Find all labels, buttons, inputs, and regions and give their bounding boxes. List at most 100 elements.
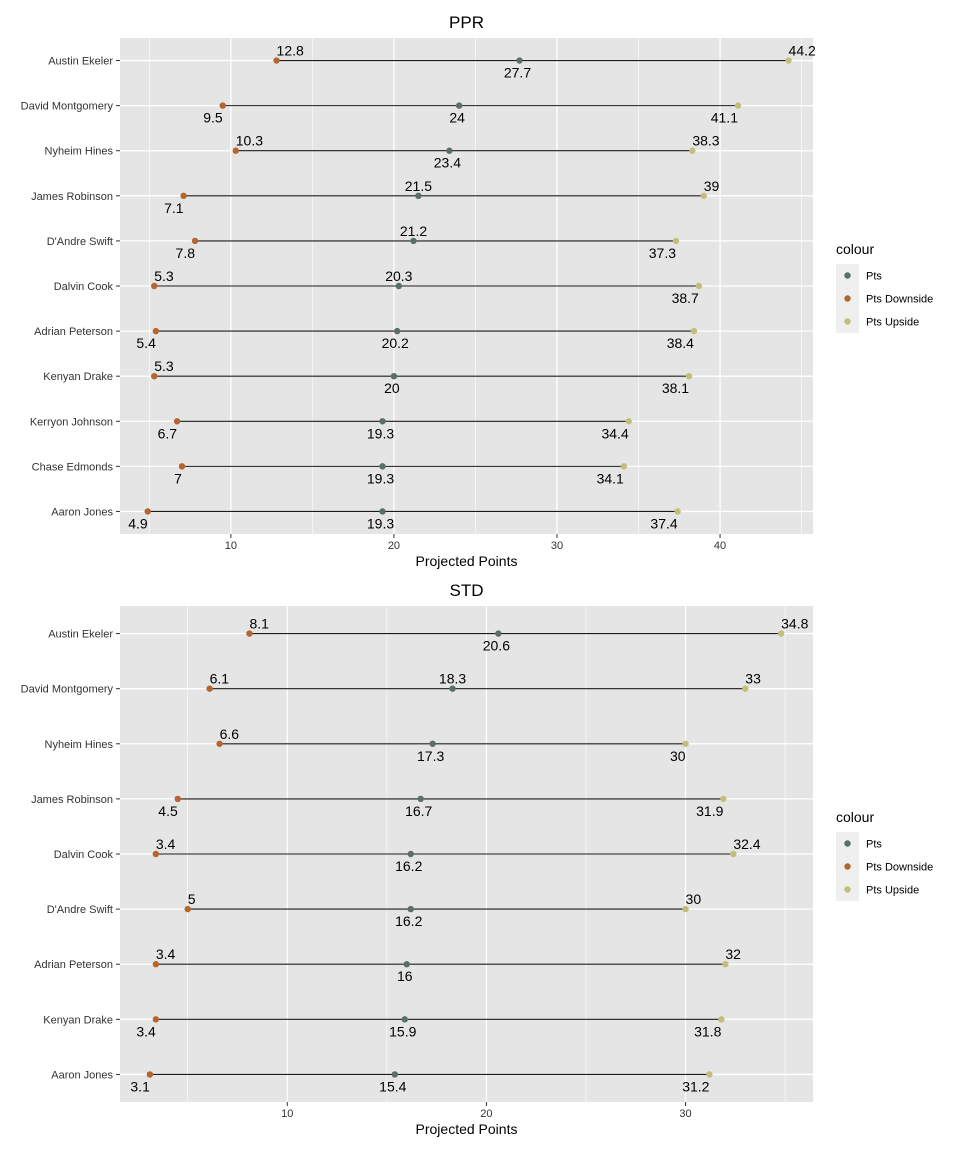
- data-label-downside: 3.4: [136, 1023, 156, 1039]
- upside-point: [734, 102, 742, 109]
- y-tick-label: Dalvin Cook: [54, 849, 114, 861]
- x-axis-label: Projected Points: [416, 1121, 518, 1137]
- data-label-pts: 20.3: [385, 268, 412, 284]
- upside-point: [700, 192, 707, 200]
- data-label-upside: 31.9: [696, 803, 723, 819]
- downside-point: [152, 1016, 160, 1023]
- pts-point: [415, 192, 422, 200]
- y-tick-label: Kenyan Drake: [43, 371, 113, 383]
- legend-label: Pts Downside: [866, 294, 933, 306]
- downside-point: [184, 905, 191, 913]
- y-tick-label: David Montgomery: [21, 101, 114, 113]
- data-label-downside: 5.4: [136, 335, 156, 351]
- x-tick-label: 10: [281, 1108, 293, 1120]
- data-label-downside: 7: [174, 470, 182, 486]
- downside-point: [146, 1071, 154, 1078]
- data-label-pts: 15.9: [389, 1023, 416, 1039]
- data-label-pts: 20.2: [382, 335, 409, 351]
- panel-title: PPR: [449, 13, 484, 32]
- y-tick-label: Adrian Peterson: [34, 959, 113, 971]
- legend-label: Pts: [866, 271, 882, 283]
- data-label-pts: 27.7: [504, 65, 531, 81]
- data-label-upside: 34.1: [597, 470, 624, 486]
- y-tick-label: Nyheim Hines: [45, 146, 114, 158]
- pts-point: [391, 1071, 399, 1078]
- downside-point: [273, 57, 280, 64]
- data-label-pts: 24: [449, 110, 465, 126]
- data-label-upside: 38.7: [672, 290, 699, 306]
- y-tick-label: Nyheim Hines: [45, 739, 114, 751]
- data-label-upside: 37.4: [650, 515, 677, 531]
- data-label-downside: 4.9: [128, 515, 148, 531]
- data-label-downside: 3.4: [156, 836, 176, 852]
- x-tick-label: 30: [679, 1108, 691, 1120]
- pts-point: [395, 282, 403, 290]
- y-tick-label: Dalvin Cook: [54, 281, 114, 293]
- legend-key-pts: [844, 840, 851, 847]
- data-label-upside: 34.8: [781, 616, 808, 632]
- upside-point: [672, 237, 680, 245]
- data-label-downside: 12.8: [277, 43, 304, 59]
- y-tick-label: Kerryon Johnson: [30, 416, 113, 428]
- legend-key-upside: [844, 886, 851, 893]
- pts-point: [407, 850, 414, 858]
- data-label-downside: 10.3: [236, 133, 263, 149]
- downside-point: [152, 961, 160, 968]
- upside-point: [690, 327, 698, 335]
- x-tick-label: 10: [225, 540, 237, 552]
- data-label-pts: 16.2: [395, 913, 422, 929]
- legend-key-downside: [844, 295, 851, 302]
- legend-title: colour: [836, 241, 874, 257]
- data-label-downside: 6.7: [158, 425, 178, 441]
- data-label-downside: 7.8: [176, 245, 196, 261]
- upside-point: [742, 685, 749, 692]
- y-tick-label: James Robinson: [31, 794, 113, 806]
- data-label-upside: 31.2: [682, 1078, 709, 1094]
- legend-label: Pts: [866, 839, 882, 851]
- pts-point: [429, 740, 436, 747]
- downside-point: [206, 685, 213, 692]
- upside-point: [718, 1016, 725, 1023]
- data-label-pts: 16: [397, 968, 413, 984]
- upside-point: [730, 850, 737, 858]
- upside-point: [625, 418, 632, 425]
- legend-key-pts: [844, 272, 851, 279]
- downside-point: [216, 740, 223, 747]
- y-tick-label: David Montgomery: [21, 684, 114, 696]
- pts-point: [401, 1016, 408, 1023]
- upside-point: [674, 508, 681, 515]
- data-label-downside: 3.4: [156, 946, 176, 962]
- data-label-pts: 20: [384, 380, 400, 396]
- pts-point: [379, 508, 386, 515]
- y-tick-label: James Robinson: [31, 191, 113, 203]
- pts-point: [516, 57, 523, 64]
- data-label-upside: 33: [745, 671, 761, 687]
- data-label-upside: 30: [670, 748, 686, 764]
- legend-label: Pts Upside: [866, 885, 919, 897]
- data-label-downside: 4.5: [158, 803, 178, 819]
- x-tick-label: 30: [551, 540, 563, 552]
- upside-point: [685, 372, 693, 380]
- data-label-upside: 32.4: [733, 836, 760, 852]
- downside-point: [152, 850, 160, 858]
- upside-point: [720, 795, 727, 803]
- data-label-upside: 32: [725, 946, 741, 962]
- y-tick-label: Kenyan Drake: [43, 1014, 113, 1026]
- y-tick-label: Aaron Jones: [51, 506, 113, 518]
- data-label-downside: 7.1: [164, 200, 184, 216]
- data-label-upside: 41.1: [711, 110, 738, 126]
- x-tick-label: 40: [714, 540, 726, 552]
- pts-point: [446, 147, 453, 154]
- y-tick-label: D'Andre Swift: [47, 904, 113, 916]
- upside-point: [689, 147, 696, 154]
- y-tick-label: Chase Edmonds: [32, 461, 114, 473]
- data-label-upside: 39: [704, 178, 720, 194]
- x-tick-label: 20: [388, 540, 400, 552]
- data-label-downside: 6.6: [220, 726, 240, 742]
- data-label-upside: 38.3: [692, 133, 719, 149]
- upside-point: [695, 282, 703, 290]
- data-label-upside: 38.4: [667, 335, 694, 351]
- x-axis-label: Projected Points: [416, 553, 518, 569]
